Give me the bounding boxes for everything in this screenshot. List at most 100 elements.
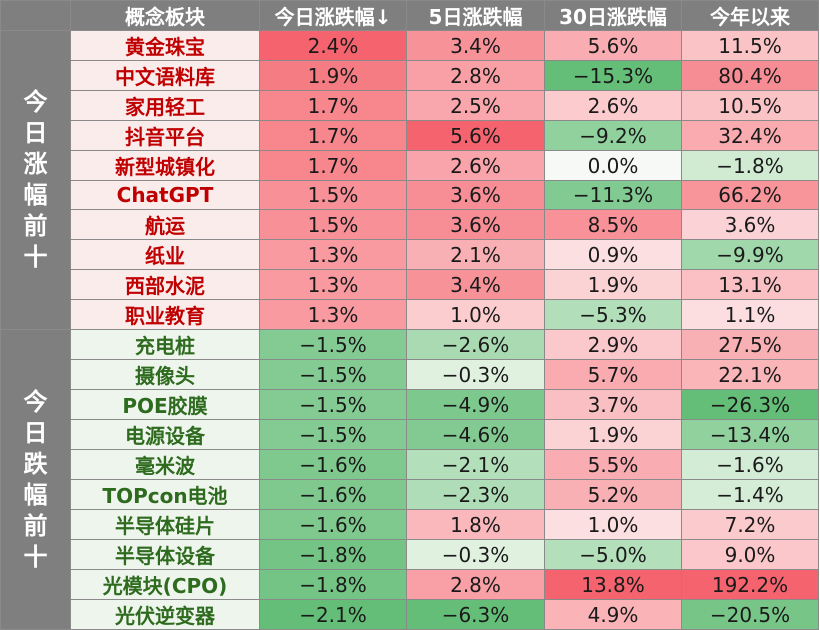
five-day-change-cell: 2.8% (406, 569, 545, 600)
header-row: 概念板块 今日涨跌幅↓ 5日涨跌幅 30日涨跌幅 今年以来 (0, 0, 819, 31)
today-change-cell: −1.6% (259, 449, 407, 480)
table-row: 抖音平台 1.7% 5.6% −9.2% 32.4% (1, 120, 819, 151)
table-row: 毫米波 −1.6% −2.1% 5.5% −1.6% (1, 449, 819, 480)
table-row: 今日跌幅前十充电桩 −1.5% −2.6% 2.9% 27.5% (0, 329, 819, 630)
thirty-day-change-cell: 13.8% (544, 569, 682, 600)
thirty-day-change-cell: −5.0% (544, 539, 682, 570)
ytd-change-cell: 1.1% (681, 299, 819, 330)
five-day-change-cell: −6.3% (406, 599, 545, 630)
five-day-change-cell: 2.1% (406, 239, 545, 270)
ytd-change-cell: 80.4% (681, 60, 819, 91)
ytd-change-cell: −13.4% (681, 419, 819, 450)
thirty-day-change-cell: 5.2% (544, 479, 682, 510)
today-change-cell: −2.1% (259, 599, 407, 630)
ytd-change-cell: 10.5% (681, 90, 819, 121)
five-day-change-cell: 2.5% (406, 90, 545, 121)
column-header: 30日涨跌幅 (544, 0, 682, 31)
ytd-change-cell: 7.2% (681, 509, 819, 540)
thirty-day-change-cell: 0.9% (544, 239, 682, 270)
column-header: 5日涨跌幅 (406, 0, 545, 31)
five-day-change-cell: 2.8% (406, 60, 545, 91)
header-corner (0, 0, 71, 31)
thirty-day-change-cell: 1.9% (544, 419, 682, 450)
table-row: 光模块(CPO) −1.8% 2.8% 13.8% 192.2% (1, 569, 819, 600)
today-change-cell: 1.9% (259, 60, 407, 91)
sector-name: ChatGPT (70, 180, 260, 210)
table-row: ChatGPT 1.5% 3.6% −11.3% 66.2% (1, 180, 819, 210)
sector-name: 半导体硅片 (70, 509, 260, 540)
ytd-change-cell: −20.5% (681, 599, 819, 630)
thirty-day-change-cell: 5.7% (544, 359, 682, 390)
ytd-change-cell: 27.5% (681, 329, 819, 360)
table-row: 纸业 1.3% 2.1% 0.9% −9.9% (1, 239, 819, 270)
today-change-cell: −1.5% (259, 329, 407, 360)
today-change-cell: 1.3% (259, 269, 407, 300)
table-row: TOPcon电池 −1.6% −2.3% 5.2% −1.4% (1, 479, 819, 510)
sector-name: 职业教育 (70, 299, 260, 330)
table-row: 今日涨幅前十黄金珠宝 2.4% 3.4% 5.6% 11.5% (0, 30, 819, 330)
five-day-change-cell: −2.6% (406, 329, 545, 360)
today-change-cell: 1.7% (259, 150, 407, 181)
five-day-change-cell: 1.0% (406, 299, 545, 330)
five-day-change-cell: 3.6% (406, 209, 545, 240)
sector-name: TOPcon电池 (70, 479, 260, 510)
today-change-cell: 1.7% (259, 120, 407, 151)
ytd-change-cell: −1.6% (681, 449, 819, 480)
today-change-cell: −1.5% (259, 419, 407, 450)
five-day-change-cell: −0.3% (406, 359, 545, 390)
table-row: 家用轻工 1.7% 2.5% 2.6% 10.5% (1, 90, 819, 121)
five-day-change-cell: −4.9% (406, 389, 545, 420)
five-day-change-cell: −2.3% (406, 479, 545, 510)
ytd-change-cell: 11.5% (681, 30, 819, 61)
today-change-cell: 2.4% (259, 30, 407, 61)
table-row: 新型城镇化 1.7% 2.6% 0.0% −1.8% (1, 150, 819, 181)
thirty-day-change-cell: 5.5% (544, 449, 682, 480)
ytd-change-cell: 32.4% (681, 120, 819, 151)
today-change-cell: −1.6% (259, 479, 407, 510)
today-change-cell: 1.3% (259, 299, 407, 330)
today-change-cell: −1.5% (259, 389, 407, 420)
today-change-cell: −1.5% (259, 359, 407, 390)
thirty-day-change-cell: 2.6% (544, 90, 682, 121)
ytd-change-cell: 3.6% (681, 209, 819, 240)
ytd-change-cell: 9.0% (681, 539, 819, 570)
today-change-cell: 1.5% (259, 180, 407, 210)
group-label-top-losers: 今日跌幅前十 (0, 329, 71, 630)
sector-name: 新型城镇化 (70, 150, 260, 181)
table-row: 中文语料库 1.9% 2.8% −15.3% 80.4% (1, 60, 819, 91)
five-day-change-cell: 2.6% (406, 150, 545, 181)
ytd-change-cell: 66.2% (681, 180, 819, 210)
sector-name: 黄金珠宝 (70, 30, 260, 61)
sector-name: 光伏逆变器 (70, 599, 260, 630)
sector-name: 航运 (70, 209, 260, 240)
table-row: 摄像头 −1.5% −0.3% 5.7% 22.1% (1, 359, 819, 390)
ytd-change-cell: 192.2% (681, 569, 819, 600)
today-change-cell: −1.8% (259, 539, 407, 570)
table-row: 航运 1.5% 3.6% 8.5% 3.6% (1, 209, 819, 240)
today-change-cell: −1.8% (259, 569, 407, 600)
sector-name: 毫米波 (70, 449, 260, 480)
five-day-change-cell: 5.6% (406, 120, 545, 151)
sector-name: 抖音平台 (70, 120, 260, 151)
thirty-day-change-cell: −5.3% (544, 299, 682, 330)
thirty-day-change-cell: 1.0% (544, 509, 682, 540)
table-row: 西部水泥 1.3% 3.4% 1.9% 13.1% (1, 269, 819, 300)
table-row: 职业教育 1.3% 1.0% −5.3% 1.1% (1, 299, 819, 330)
five-day-change-cell: 3.6% (406, 180, 545, 210)
sector-name: 摄像头 (70, 359, 260, 390)
today-change-cell: 1.7% (259, 90, 407, 121)
column-header: 今年以来 (681, 0, 819, 31)
five-day-change-cell: −0.3% (406, 539, 545, 570)
ytd-change-cell: −1.4% (681, 479, 819, 510)
thirty-day-change-cell: 4.9% (544, 599, 682, 630)
today-change-cell: 1.3% (259, 239, 407, 270)
thirty-day-change-cell: 8.5% (544, 209, 682, 240)
table-row: 光伏逆变器 −2.1% −6.3% 4.9% −20.5% (1, 599, 819, 630)
table-row: 电源设备 −1.5% −4.6% 1.9% −13.4% (1, 419, 819, 450)
sector-name: 纸业 (70, 239, 260, 270)
sector-name: 电源设备 (70, 419, 260, 450)
thirty-day-change-cell: 1.9% (544, 269, 682, 300)
five-day-change-cell: 1.8% (406, 509, 545, 540)
thirty-day-change-cell: 2.9% (544, 329, 682, 360)
sector-name: 中文语料库 (70, 60, 260, 91)
